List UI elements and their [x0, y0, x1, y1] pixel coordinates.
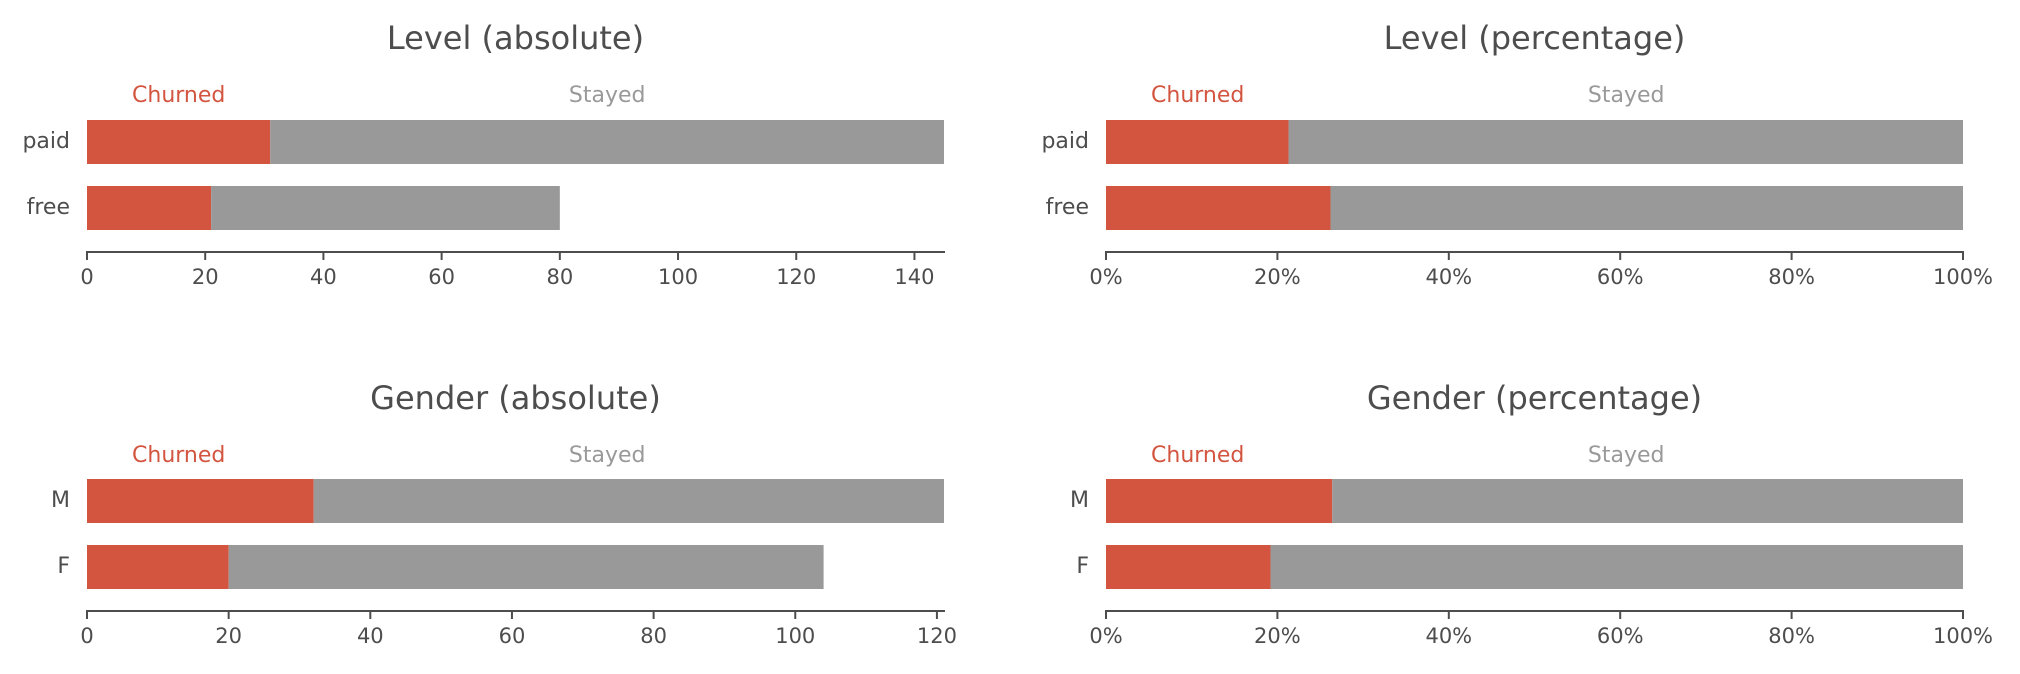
- bar-stayed-f: [228, 545, 824, 589]
- legend-stayed: Stayed: [1588, 443, 1665, 468]
- x-tick-label: 60%: [1597, 624, 1644, 648]
- x-tick-label: 20%: [1254, 624, 1301, 648]
- x-tick-label: 80: [546, 265, 573, 289]
- x-tick-label: 20: [215, 624, 242, 648]
- x-tick-label: 40%: [1425, 265, 1472, 289]
- category-label: F: [57, 554, 70, 579]
- bar-stayed-f: [1270, 545, 1963, 589]
- x-tick-label: 100: [658, 265, 698, 289]
- x-tick-label: 20%: [1254, 265, 1301, 289]
- x-tick-label: 0: [80, 624, 93, 648]
- legend-churned: Churned: [1151, 443, 1244, 468]
- chart-title: Level (absolute): [387, 19, 644, 57]
- category-label: paid: [22, 129, 70, 154]
- bar-churned-free: [87, 186, 212, 230]
- x-tick-label: 100: [775, 624, 815, 648]
- category-label: free: [1046, 195, 1089, 220]
- x-tick-label: 60: [428, 265, 455, 289]
- legend-stayed: Stayed: [569, 83, 646, 108]
- x-tick-label: 80%: [1768, 265, 1815, 289]
- bar-stayed-paid: [270, 120, 944, 164]
- bar-churned-paid: [87, 120, 271, 164]
- category-label: F: [1076, 554, 1089, 579]
- bar-churned-f: [87, 545, 229, 589]
- legend-churned: Churned: [1151, 83, 1244, 108]
- x-tick-label: 80: [640, 624, 667, 648]
- x-tick-label: 120: [776, 265, 816, 289]
- bar-churned-m: [1106, 479, 1333, 523]
- chart-title: Gender (absolute): [370, 379, 661, 417]
- bar-stayed-m: [1332, 479, 1963, 523]
- chart-title: Gender (percentage): [1367, 379, 1702, 417]
- x-tick-label: 140: [894, 265, 934, 289]
- x-tick-label: 60%: [1597, 265, 1644, 289]
- x-tick-label: 0: [80, 265, 93, 289]
- chart-title: Level (percentage): [1384, 19, 1686, 57]
- legend-stayed: Stayed: [569, 443, 646, 468]
- category-label: paid: [1041, 129, 1089, 154]
- category-label: M: [1070, 488, 1089, 513]
- bar-churned-paid: [1106, 120, 1289, 164]
- x-tick-label: 40: [357, 624, 384, 648]
- x-tick-label: 60: [499, 624, 526, 648]
- category-label: free: [27, 195, 70, 220]
- legend-churned: Churned: [132, 83, 225, 108]
- x-tick-label: 100%: [1933, 265, 1993, 289]
- category-label: M: [51, 488, 70, 513]
- x-tick-label: 40: [310, 265, 337, 289]
- x-tick-label: 100%: [1933, 624, 1993, 648]
- bar-stayed-free: [1330, 186, 1963, 230]
- x-tick-label: 20: [192, 265, 219, 289]
- bar-churned-f: [1106, 545, 1271, 589]
- bar-stayed-paid: [1288, 120, 1963, 164]
- x-tick-label: 120: [917, 624, 957, 648]
- x-tick-label: 0%: [1089, 265, 1122, 289]
- x-tick-label: 80%: [1768, 624, 1815, 648]
- bar-stayed-free: [211, 186, 560, 230]
- x-tick-label: 0%: [1089, 624, 1122, 648]
- legend-churned: Churned: [132, 443, 225, 468]
- bar-churned-free: [1106, 186, 1331, 230]
- x-tick-label: 40%: [1425, 624, 1472, 648]
- bar-churned-m: [87, 479, 314, 523]
- legend-stayed: Stayed: [1588, 83, 1665, 108]
- bar-stayed-m: [313, 479, 944, 523]
